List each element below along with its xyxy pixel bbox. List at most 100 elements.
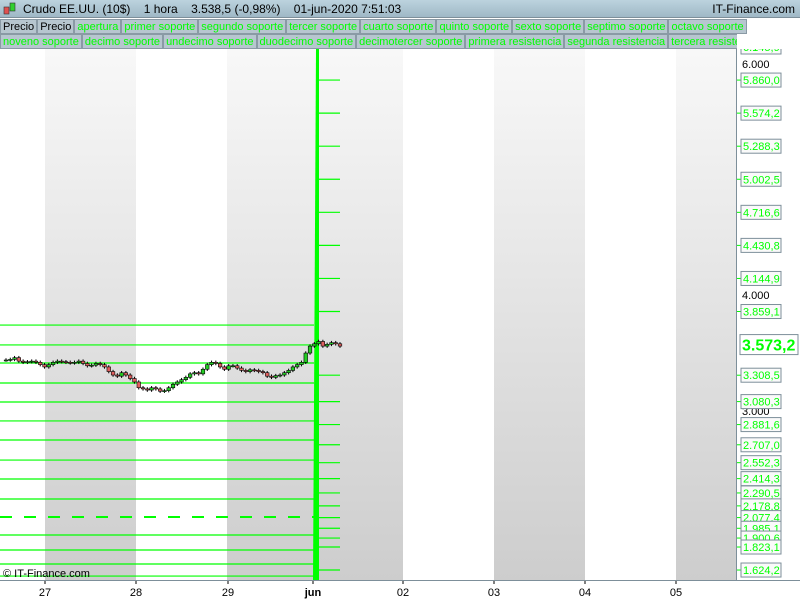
- candle-body: [226, 365, 231, 370]
- brand-label: IT-Finance.com: [712, 2, 795, 16]
- level-label-box: [740, 367, 782, 383]
- candle-body: [295, 364, 300, 368]
- candle-body: [333, 342, 338, 345]
- candle-body: [260, 371, 266, 374]
- candle-body: [145, 388, 150, 391]
- candle-body: [68, 362, 73, 364]
- level-label: 3.080,3: [743, 397, 780, 409]
- candle-body: [33, 360, 39, 363]
- level-label: 3.859,1: [743, 307, 780, 319]
- legend-item[interactable]: primer soporte: [121, 19, 199, 34]
- legend-item[interactable]: segunda resistencia: [564, 34, 669, 49]
- candle-body: [213, 362, 218, 364]
- last-price-label: 3.573,2: [742, 338, 795, 355]
- candle-body: [239, 367, 244, 371]
- candle-body: [140, 387, 146, 390]
- level-label: 1.823,1: [743, 542, 780, 554]
- day-band: [317, 49, 403, 580]
- day-band: [585, 49, 676, 580]
- candle-body: [8, 359, 13, 361]
- time-tick-label: 03: [488, 587, 500, 599]
- day-band: [0, 49, 45, 580]
- legend-item[interactable]: duodecimo soporte: [256, 34, 357, 49]
- candle-body: [265, 372, 270, 377]
- legend-item[interactable]: tercera resistencia: [668, 34, 737, 49]
- time-tick-label: 29: [222, 587, 234, 599]
- level-spike: [313, 49, 319, 580]
- candle-body: [72, 362, 77, 364]
- level-label: 1.624,2: [743, 565, 780, 577]
- legend-item[interactable]: primera resistencia: [465, 34, 565, 49]
- price-axis: 6.0004.0003.0006.145,95.860,05.574,25.28…: [737, 49, 799, 578]
- time-tick-label: 04: [579, 587, 591, 599]
- level-label: 4.430,8: [743, 240, 780, 252]
- legend-item[interactable]: undecimo soporte: [163, 34, 257, 49]
- legend-item[interactable]: tercer soporte: [286, 19, 361, 34]
- candle-body: [192, 372, 197, 375]
- candle-body: [25, 361, 30, 364]
- candle-body: [243, 370, 248, 372]
- candle-body: [290, 366, 295, 371]
- candle-body: [38, 362, 43, 365]
- candle-body: [149, 387, 154, 391]
- level-label: 2.707,0: [743, 440, 780, 452]
- candle-body: [252, 369, 257, 372]
- candle-body: [329, 342, 334, 345]
- candle-body: [200, 368, 206, 375]
- candle-body: [51, 362, 56, 365]
- candle-body: [312, 343, 317, 347]
- candle-body: [132, 378, 137, 383]
- time-tick-label: 27: [39, 587, 51, 599]
- candle-body: [21, 360, 26, 363]
- title-bar: Crudo EE.UU. (10$) 1 hora 3.538,5 (-0,98…: [0, 0, 800, 18]
- candle-body: [76, 360, 81, 363]
- candle-body: [209, 362, 214, 365]
- candle-body: [273, 375, 278, 378]
- time-tick-label: 02: [397, 587, 409, 599]
- candle-body: [153, 387, 158, 390]
- candle-body: [247, 369, 253, 372]
- level-label: 6.145,9: [743, 49, 780, 54]
- level-label: 2.290,5: [743, 488, 780, 500]
- level-label: 5.574,2: [743, 108, 780, 120]
- day-band: [136, 49, 227, 580]
- legend-item[interactable]: noveno soporte: [0, 34, 82, 49]
- candle-body: [269, 375, 274, 378]
- candle-body: [222, 366, 227, 370]
- legend-item[interactable]: segundo soporte: [198, 19, 287, 34]
- candle-body: [85, 363, 90, 367]
- legend-item[interactable]: octavo soporte: [668, 19, 747, 34]
- legend-item[interactable]: Precio: [37, 19, 75, 34]
- candle-body: [316, 341, 321, 345]
- legend-item[interactable]: septimo soporte: [584, 19, 669, 34]
- last-price-box: [739, 334, 799, 356]
- level-label-box: [740, 171, 782, 187]
- candle-body: [166, 387, 171, 391]
- legend-item[interactable]: Precio: [0, 19, 38, 34]
- candle-body: [320, 341, 325, 347]
- legend-item[interactable]: decimo soporte: [81, 34, 164, 49]
- candle-body: [175, 381, 180, 385]
- legend-row-1: Precio Precio apertura primer soporte segund…: [0, 19, 747, 34]
- axis-tick-label: 4.000: [742, 290, 770, 302]
- legend-item[interactable]: sexto soporte: [512, 19, 585, 34]
- candle-body: [277, 374, 283, 377]
- candle-body: [230, 365, 236, 368]
- level-label: 5.002,5: [743, 174, 780, 186]
- legend-item[interactable]: apertura: [74, 19, 122, 34]
- day-band: [227, 49, 317, 580]
- legend-item[interactable]: decimotercer soporte: [356, 34, 466, 49]
- candle-body: [89, 364, 94, 367]
- candle-body: [98, 363, 103, 365]
- candle-body: [188, 373, 193, 378]
- legend-item[interactable]: cuarto soporte: [360, 19, 437, 34]
- price-chart[interactable]: [0, 49, 737, 580]
- candle-body: [119, 372, 124, 377]
- level-label: 4.716,6: [743, 207, 780, 219]
- candle-body: [325, 344, 330, 347]
- candle-body: [3, 359, 9, 362]
- candle-body: [307, 345, 313, 354]
- level-label-box: [740, 49, 782, 55]
- legend-item[interactable]: quinto soporte: [436, 19, 513, 34]
- candle-body: [128, 374, 133, 379]
